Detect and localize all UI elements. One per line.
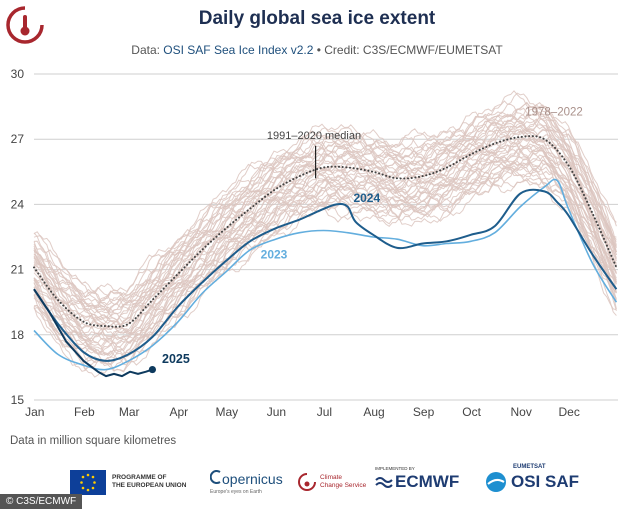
historical-year-line (33, 129, 617, 330)
y-tick-label: 18 (11, 328, 25, 342)
x-tick-label: May (215, 405, 238, 419)
median-line (33, 135, 618, 328)
historical-year-line (33, 144, 617, 342)
ecmwf-wave-icon (375, 477, 393, 488)
x-tick-label: Jan (25, 405, 44, 419)
osi-saf-logo: EUMETSAT OSI SAF (485, 462, 625, 502)
label-2023: 2023 (261, 248, 288, 262)
y-tick-label: 27 (11, 132, 25, 146)
series-2023-line (33, 178, 618, 371)
copernicus-tagline: Europe's eyes on Earth (210, 488, 262, 495)
eu-programme-logo: PROGRAMME OF THE EUROPEAN UNION (70, 462, 186, 502)
historical-year-line (33, 101, 617, 314)
historical-year-line (33, 126, 617, 329)
series-2024-line (33, 188, 618, 362)
eu-text-line2: THE EUROPEAN UNION (112, 482, 187, 489)
osi-saf-wordmark: OSI SAF (511, 472, 580, 491)
y-tick-label: 24 (11, 197, 25, 211)
eu-text-line1: PROGRAMME OF (112, 474, 167, 481)
eumetsat-label: EUMETSAT (513, 464, 546, 470)
x-tick-label: Jun (267, 405, 286, 419)
historical-year-line (33, 124, 617, 332)
chart-title: Daily global sea ice extent (198, 8, 436, 29)
subtitle-credit: • Credit: C3S/ECMWF/EUMETSAT (313, 43, 503, 57)
historical-year-line (33, 134, 617, 336)
c3s-logo: Climate Change Service (298, 462, 366, 502)
x-tick-label: Feb (74, 405, 95, 419)
copernicus-c-icon (209, 469, 221, 484)
x-tick-label: Jul (317, 405, 332, 419)
historical-year-line (33, 114, 617, 308)
osi-saf-globe-icon (486, 472, 506, 492)
historical-year-line (33, 159, 617, 364)
range-label: 1978–2022 (525, 106, 583, 118)
y-tick-label: 30 (11, 67, 25, 81)
x-tick-label: Aug (363, 405, 384, 419)
historical-year-line (33, 144, 617, 350)
ecmwf-implemented-by: IMPLEMENTED BY (375, 466, 415, 471)
historical-year-line (33, 116, 617, 313)
historical-year-line (33, 111, 617, 326)
ecmwf-logo: IMPLEMENTED BY ECMWF (375, 462, 475, 502)
c3s-small-icon (298, 473, 316, 491)
x-tick-label: Nov (511, 405, 532, 419)
subtitle-source-link[interactable]: OSI SAF Sea Ice Index v2.2 (163, 43, 314, 57)
eu-flag-icon (70, 469, 106, 495)
historical-year-line (33, 107, 617, 320)
x-tick-label: Apr (169, 405, 188, 419)
copernicus-logo: opernicus Europe's eyes on Earth (209, 462, 283, 502)
historical-year-line (33, 104, 617, 309)
historical-years-group (33, 90, 617, 378)
x-tick-label: Oct (462, 405, 481, 419)
c3s-text-line1: Climate (320, 474, 343, 481)
median-label: 1991–2020 median (267, 130, 361, 142)
c3s-text-line2: Change Service (320, 482, 367, 489)
series-2025-line (33, 288, 153, 378)
copernicus-wordmark: opernicus (222, 470, 283, 487)
credit-badge: © C3S/ECMWF (0, 494, 83, 509)
units-note: Data in million square kilometres (10, 435, 177, 447)
chart-subtitle: Data: OSI SAF Sea Ice Index v2.2 • Credi… (0, 43, 634, 57)
y-tick-label: 21 (11, 263, 25, 277)
ecmwf-wordmark: ECMWF (395, 472, 460, 491)
historical-year-line (33, 100, 617, 308)
label-2025: 2025 (162, 352, 190, 366)
x-tick-label: Dec (559, 405, 580, 419)
x-tick-label: Sep (413, 405, 435, 419)
series-2025-endpoint (148, 365, 156, 374)
historical-year-line (33, 117, 617, 325)
historical-year-line (33, 143, 617, 344)
sea-ice-chart: 15 18 21 24 27 30 Jan Feb Mar Apr May Jun Jul Aug Sep O… (11, 67, 618, 419)
historical-year-line (33, 149, 617, 357)
x-tick-label: Mar (119, 405, 140, 419)
y-tick-label: 15 (11, 393, 25, 407)
historical-year-line (33, 90, 617, 304)
subtitle-prefix: Data: (131, 43, 164, 57)
partner-logos: PROGRAMME OF THE EUROPEAN UNION opernicus… (60, 462, 630, 502)
c3s-thermometer-logo-icon (6, 6, 44, 44)
label-2024: 2024 (353, 191, 380, 205)
